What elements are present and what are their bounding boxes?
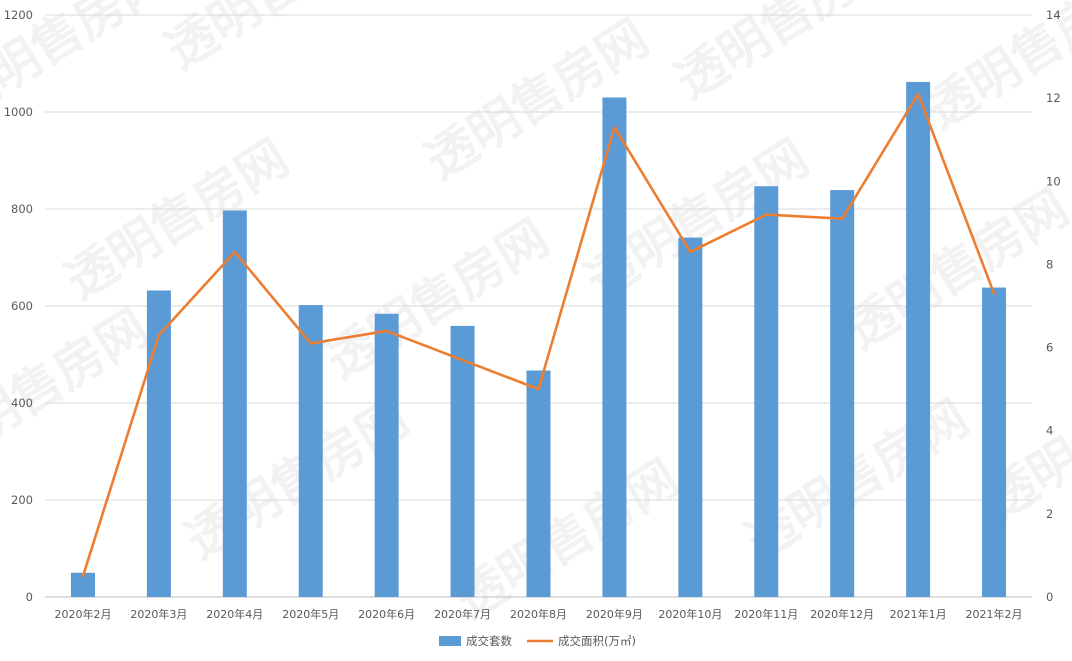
bar [298, 305, 323, 597]
left-tick-label: 0 [26, 590, 33, 604]
x-axis: 2020年2月 2020年3月 2020年4月 2020年5月 2020年6月 2020年… [54, 607, 1022, 621]
x-tick-label: 2020年12月 [810, 607, 874, 621]
x-tick-label: 2020年3月 [130, 607, 187, 621]
series-line [81, 92, 996, 578]
left-tick-label: 200 [11, 493, 33, 507]
x-tick-label: 2021年1月 [890, 607, 947, 621]
watermark-text: 透明售房网 [666, 0, 909, 110]
x-tick-label: 2020年9月 [586, 607, 643, 621]
watermark-text: 透明售房网 [0, 299, 158, 481]
watermark-text: 透明售房网 [316, 209, 559, 391]
legend: 成交套数 成交面积(万㎡) [439, 634, 636, 648]
right-tick-label: 6 [1046, 341, 1053, 355]
bar [374, 313, 399, 597]
left-tick-label: 1200 [4, 8, 33, 22]
right-tick-label: 10 [1046, 174, 1061, 188]
bar [222, 210, 247, 597]
right-tick-label: 8 [1046, 257, 1053, 271]
bar [526, 370, 551, 597]
x-tick-label: 2020年5月 [282, 607, 339, 621]
x-tick-label: 2020年7月 [434, 607, 491, 621]
legend-line-label: 成交面积(万㎡) [558, 634, 636, 648]
watermark-text: 透明售房网 [446, 449, 689, 631]
legend-bar-swatch [439, 636, 461, 646]
x-tick-label: 2020年4月 [206, 607, 263, 621]
bar [450, 325, 475, 597]
bar [982, 287, 1007, 597]
right-tick-label: 4 [1046, 424, 1053, 438]
x-tick-label: 2020年10月 [658, 607, 722, 621]
watermark-text: 透明售房网 [156, 0, 399, 80]
left-y-axis: 0 200 400 600 800 1000 1200 [4, 8, 33, 604]
left-tick-label: 400 [11, 396, 33, 410]
bar-series [70, 81, 1007, 598]
right-tick-label: 2 [1046, 507, 1053, 521]
x-tick-label: 2020年2月 [54, 607, 111, 621]
left-tick-label: 1000 [4, 105, 33, 119]
left-tick-label: 600 [11, 299, 33, 313]
gridlines [45, 14, 1032, 598]
right-tick-label: 0 [1046, 590, 1053, 604]
right-y-axis: 0 2 4 6 8 10 12 14 [1046, 8, 1061, 604]
right-tick-label: 12 [1046, 91, 1061, 105]
bar [678, 237, 703, 598]
bar [602, 97, 627, 597]
bar [754, 186, 779, 597]
watermark-text: 透明售房网 [836, 179, 1072, 361]
x-tick-label: 2020年8月 [510, 607, 567, 621]
bar [906, 81, 931, 598]
bar [146, 290, 171, 597]
x-tick-label: 2021年2月 [966, 607, 1023, 621]
line-series [81, 92, 996, 578]
legend-bar-label: 成交套数 [466, 634, 512, 648]
x-tick-label: 2020年11月 [734, 607, 798, 621]
left-tick-label: 800 [11, 202, 33, 216]
right-tick-label: 14 [1046, 8, 1061, 22]
x-tick-label: 2020年6月 [358, 607, 415, 621]
bar [830, 190, 855, 597]
